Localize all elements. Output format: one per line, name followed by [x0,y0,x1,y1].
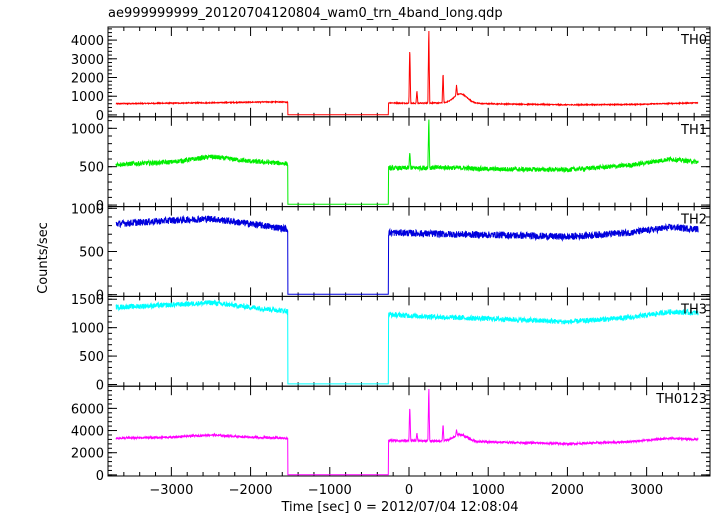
panel-label: TH1 [680,123,707,138]
chart-title: ae999999999_20120704120804_wam0_trn_4ban… [108,6,503,21]
y-tick-label: 1000 [71,322,104,337]
y-tick-label: 0 [96,378,104,393]
panel-label: TH3 [680,302,707,317]
panel-th0: 0 1000 2000 3000 4000 TH0 [71,26,711,124]
y-tick-label: 500 [79,161,104,176]
panel-th0123: 0 2000 4000 6000 TH0123 [71,385,711,484]
panel-th3: 0 500 1000 1500 TH3 [71,293,711,393]
y-tick-label: 1000 [71,90,104,105]
y-tick-label: 1500 [71,293,104,308]
panel-label: TH2 [680,213,707,228]
series-line-th1 [115,119,699,205]
x-tick-label: 3000 [630,483,663,498]
y-tick-label: 1000 [71,122,104,137]
series-line-th3 [115,299,699,385]
y-tick-label: 3000 [71,53,104,68]
x-tick-label: 2000 [551,483,584,498]
y-tick-label: 2000 [71,72,104,87]
y-tick-label: 1000 [71,202,104,217]
series-line-th2 [115,214,699,295]
x-tick-label: 1000 [472,483,505,498]
panel-label: TH0 [680,33,707,48]
series-line-th0123 [115,388,699,476]
y-tick-label: 4000 [71,425,104,440]
y-tick-label: 500 [79,350,104,365]
x-tick-label: −2000 [229,483,273,498]
y-tick-label: 4000 [71,34,104,49]
x-tick-label: −1000 [308,483,352,498]
series-line-th0 [115,30,699,116]
y-axis-title: Counts/sec [36,222,51,294]
y-tick-label: 500 [79,246,104,261]
y-tick-label: 6000 [71,402,104,417]
panel-th1: 0 500 1000 TH1 [71,116,711,214]
y-tick-label: 0 [96,109,104,124]
panel-th2: 0 500 1000 TH2 [71,202,711,304]
y-tick-label: 0 [96,469,104,484]
y-tick-label: 2000 [71,447,104,462]
x-axis-title: Time [sec] 0 = 2012/07/04 12:08:04 [280,500,518,515]
y-tick-label: 0 [96,289,104,304]
x-tick-label: 0 [405,483,413,498]
y-tick-label: 0 [96,199,104,214]
panel-label: TH0123 [655,392,707,407]
x-tick-label: −3000 [149,483,193,498]
panel-frame [107,295,711,387]
